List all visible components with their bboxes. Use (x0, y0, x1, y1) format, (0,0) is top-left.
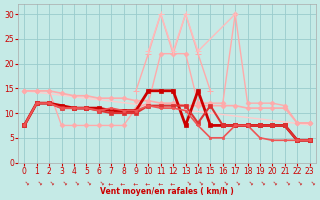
Text: ↑: ↑ (58, 179, 65, 186)
Text: ↑: ↑ (133, 180, 139, 185)
Text: ↑: ↑ (171, 180, 176, 185)
Text: ↑: ↑ (95, 179, 102, 186)
Text: ↑: ↑ (121, 180, 126, 185)
Text: ↑: ↑ (306, 179, 313, 186)
Text: ↑: ↑ (194, 179, 202, 186)
Text: ↑: ↑ (21, 179, 28, 186)
Text: ↑: ↑ (256, 179, 264, 186)
Text: ↑: ↑ (244, 179, 251, 186)
Text: ↑: ↑ (269, 179, 276, 186)
Text: ↑: ↑ (108, 180, 114, 185)
Text: ↑: ↑ (45, 179, 53, 186)
X-axis label: Vent moyen/en rafales ( km/h ): Vent moyen/en rafales ( km/h ) (100, 187, 234, 196)
Text: ↑: ↑ (158, 180, 163, 185)
Text: ↑: ↑ (294, 179, 301, 186)
Text: ↑: ↑ (146, 180, 151, 185)
Text: ↑: ↑ (207, 179, 214, 186)
Text: ↑: ↑ (182, 179, 189, 186)
Text: ↑: ↑ (83, 179, 90, 186)
Text: ↑: ↑ (33, 179, 40, 186)
Text: ↑: ↑ (70, 179, 77, 186)
Text: ↑: ↑ (281, 179, 288, 186)
Text: ↑: ↑ (232, 179, 239, 186)
Text: ↑: ↑ (219, 179, 227, 186)
